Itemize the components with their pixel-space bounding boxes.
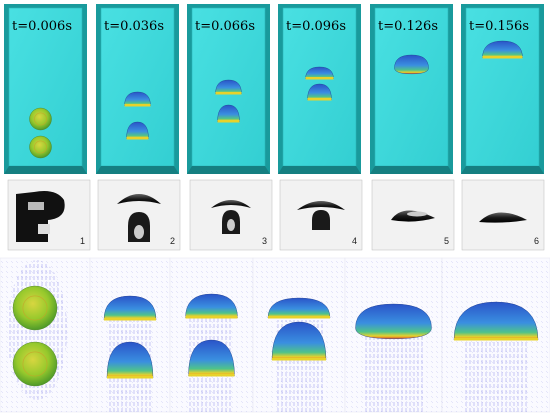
photo-number: 3	[262, 236, 267, 246]
field-panel-3	[169, 257, 254, 413]
bubble-merged-cap	[482, 40, 523, 59]
tank-base	[4, 166, 87, 174]
time-label: t=0.126s	[378, 19, 438, 34]
field-panel-6	[441, 257, 550, 413]
photo-highlight	[134, 225, 144, 239]
photo-number: 1	[80, 236, 85, 246]
tank-base	[96, 166, 179, 174]
field-leading-cap	[267, 297, 331, 319]
field-merged-cap	[453, 301, 539, 341]
photo-panel-4: 4	[279, 179, 363, 251]
photo-leading-cap	[211, 200, 251, 208]
time-label: t=0.066s	[195, 19, 255, 34]
bubble-leading-cap	[124, 91, 151, 107]
photo-leading-cap	[297, 201, 345, 210]
field-panel-1	[0, 257, 91, 413]
bubble-leading-cap	[215, 79, 242, 95]
time-label: t=0.096s	[286, 19, 346, 34]
bubble-leading-cap-rim	[305, 77, 334, 80]
field-trailing-cap	[106, 341, 154, 379]
bubble-merged-cap-rim	[482, 56, 523, 59]
photo-leading-cap	[117, 194, 161, 204]
field-bubble-lower	[12, 341, 58, 387]
tank-base	[370, 166, 453, 174]
photo-number: 6	[534, 236, 539, 246]
time-label: t=0.156s	[469, 19, 529, 34]
field-trailing-cap	[271, 321, 327, 361]
field-bubble-upper-pattern	[22, 295, 48, 321]
field-panel-5	[344, 257, 443, 413]
photo-row: 1 2 3 4 5 6	[7, 179, 545, 251]
simulation-row: t=0.006s t=0.036s t=0.066s t=0.096s t=0.126s…	[4, 4, 544, 174]
field-bubble-lower-pattern	[22, 351, 48, 377]
bubble-leading-cap-rim	[124, 104, 151, 107]
tank-interior	[465, 7, 540, 167]
sim-panel-3: t=0.066s	[187, 4, 270, 174]
bubble-trailing-cap	[126, 121, 149, 140]
sim-panel-2: t=0.036s	[96, 4, 179, 174]
sim-panel-6: t=0.156s	[461, 4, 544, 174]
velocity-vectors-wake	[363, 330, 424, 412]
field-leading-cap-rim	[185, 316, 238, 319]
photo-trailing-bubble	[312, 210, 330, 230]
bubble-leading-cap	[305, 66, 334, 80]
bubble-trailing-cap	[307, 83, 332, 101]
photo-highlight	[227, 219, 235, 231]
photo-number: 4	[352, 236, 357, 246]
field-panel-4	[252, 257, 346, 413]
bubble-leading-cap-rim	[215, 92, 242, 95]
field-leading-cap-rim	[104, 318, 156, 321]
photo-panel-5: 5	[371, 179, 455, 251]
photo-merged-cap	[479, 212, 527, 223]
time-label: t=0.006s	[12, 19, 72, 34]
tank-interior	[374, 7, 449, 167]
photo-highlight	[28, 202, 44, 210]
bubble-merged	[394, 54, 429, 75]
bubble-lower	[29, 135, 52, 159]
bubble-trailing-cap-rim	[217, 120, 240, 123]
field-leading-cap	[103, 295, 157, 321]
field-trailing-cap-rim	[188, 374, 235, 377]
bubble-trailing-cap-rim	[126, 137, 149, 140]
field-trailing-cap-rim	[107, 376, 153, 379]
photo-panel-1: 1	[7, 179, 91, 251]
time-label: t=0.036s	[104, 19, 164, 34]
photo-panel-6: 6	[461, 179, 545, 251]
field-trailing-cap-rim	[272, 358, 326, 361]
tank-base	[461, 166, 544, 174]
field-merged-bubble	[355, 303, 432, 340]
photo-panel-2: 2	[97, 179, 181, 251]
photo-number: 2	[170, 236, 175, 246]
sim-panel-4: t=0.096s	[278, 4, 361, 174]
field-merged-cap-rim	[454, 338, 538, 341]
bubble-trailing-cap-rim	[307, 98, 332, 101]
field-leading-cap	[185, 293, 238, 319]
sim-panel-5: t=0.126s	[370, 4, 453, 174]
tank-base	[278, 166, 361, 174]
field-bubble-upper	[12, 285, 58, 331]
photo-panel-3: 3	[189, 179, 273, 251]
sim-panel-1: t=0.006s	[4, 4, 87, 174]
field-leading-cap-rim	[268, 316, 330, 319]
field-trailing-cap	[188, 339, 235, 377]
velocity-field-row	[0, 257, 550, 413]
tank-base	[187, 166, 270, 174]
tank-interior	[100, 7, 175, 167]
bubble-upper-pattern	[34, 112, 47, 126]
bubble-upper	[29, 107, 52, 131]
photo-highlight	[38, 224, 50, 234]
photo-number: 5	[444, 236, 449, 246]
velocity-vectors-wake	[464, 338, 528, 412]
field-panel-2	[89, 257, 171, 413]
bubble-trailing-cap	[217, 104, 240, 123]
bubble-lower-pattern	[34, 140, 47, 154]
photo-highlight	[407, 211, 427, 217]
